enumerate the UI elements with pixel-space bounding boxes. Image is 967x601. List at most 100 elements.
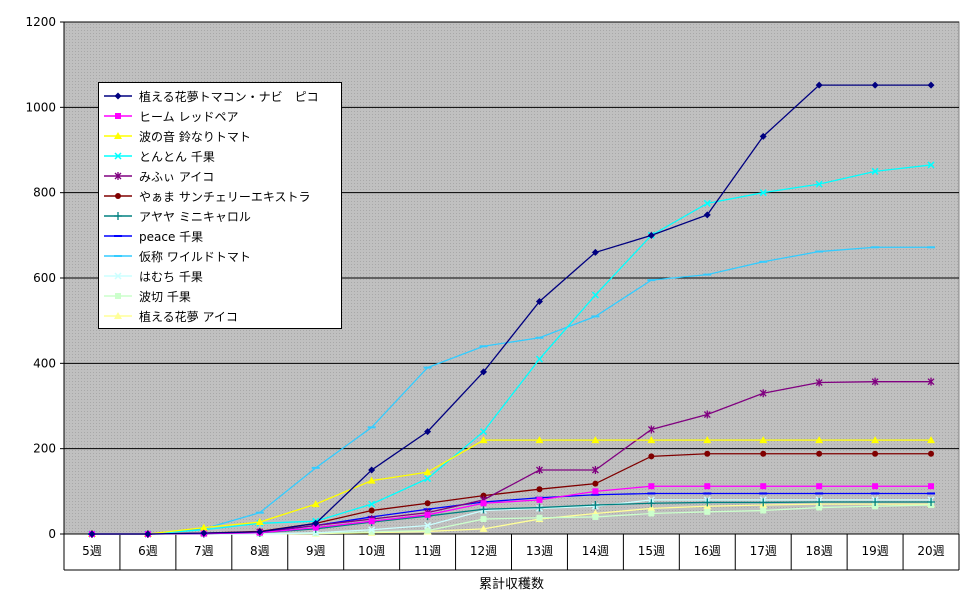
x-tick-label: 15週: [638, 544, 665, 558]
data-point: [704, 508, 711, 515]
data-point: [872, 503, 879, 510]
x-tick-label: 9週: [306, 544, 326, 558]
x-tick-label: 16週: [694, 544, 721, 558]
legend-label: ヒーム レッドペア: [139, 109, 239, 124]
legend-item: ヒーム レッドペア: [99, 106, 341, 126]
legend-label: はむち 千果: [139, 269, 203, 284]
y-tick-label: 1200: [25, 15, 56, 29]
data-point: [704, 483, 711, 490]
data-point: [479, 505, 488, 514]
data-point: [592, 513, 599, 520]
data-point: [591, 466, 599, 474]
x-tick-label: 12週: [470, 544, 497, 558]
data-point: [760, 507, 767, 514]
legend-item: アヤヤ ミニキャロル: [99, 206, 341, 226]
legend-item: やぁま サンチェリーエキストラ: [99, 186, 341, 206]
data-point: [480, 516, 487, 523]
data-point: [759, 132, 767, 140]
data-point: [872, 483, 879, 490]
y-tick-label: 0: [48, 527, 56, 541]
data-point: [871, 498, 880, 506]
data-point: [536, 486, 543, 493]
legend-item: 波の音 鈴なりトマト: [99, 126, 341, 146]
x-tick-label: 13週: [526, 544, 553, 558]
data-point: [535, 503, 544, 512]
data-point: [480, 428, 488, 436]
data-point: [815, 378, 823, 387]
data-point: [759, 189, 767, 197]
x-tick-label: 17週: [750, 544, 777, 558]
data-point: [536, 496, 543, 503]
data-point: [647, 499, 656, 508]
data-point: [703, 199, 711, 207]
legend-swatch: [104, 172, 132, 180]
data-point: [591, 500, 600, 509]
legend-item: 植える花夢 アイコ: [99, 306, 341, 326]
data-point: [424, 500, 431, 507]
data-point: [871, 436, 880, 444]
legend-swatch: [104, 293, 132, 299]
data-point: [88, 530, 96, 538]
data-point: [760, 483, 767, 490]
data-point: [871, 167, 879, 175]
data-point: [424, 475, 432, 483]
data-point: [928, 450, 935, 457]
data-point: [647, 436, 656, 444]
legend-item: はむち 千果: [99, 266, 341, 286]
data-point: [648, 453, 655, 460]
data-point: [368, 526, 376, 534]
data-point: [592, 480, 599, 487]
data-point: [424, 527, 431, 534]
data-point: [311, 500, 320, 508]
data-point: [368, 528, 375, 535]
data-point: [535, 436, 544, 444]
data-point: [871, 377, 879, 386]
legend-item: 仮称 ワイルドトマト: [99, 246, 341, 266]
legend-label: とんとん 千果: [139, 149, 215, 164]
legend-swatch: [104, 312, 132, 319]
data-point: [479, 524, 488, 532]
data-point: [760, 450, 767, 457]
data-point: [424, 511, 431, 518]
data-point: [423, 468, 432, 476]
legend-swatch: [104, 92, 132, 100]
x-tick-label: 14週: [582, 544, 609, 558]
data-point: [703, 211, 711, 219]
data-point: [255, 518, 264, 526]
legend-label: peace 千果: [139, 229, 204, 244]
data-point: [648, 510, 655, 517]
data-point: [648, 483, 655, 490]
data-point: [927, 161, 935, 169]
legend-label: 波の音 鈴なりトマト: [139, 129, 251, 144]
data-point: [536, 514, 543, 521]
legend-item: peace 千果: [99, 226, 341, 246]
data-point: [312, 519, 320, 527]
legend-swatch: [104, 212, 132, 220]
data-point: [927, 436, 936, 444]
data-point: [424, 521, 432, 529]
data-point: [368, 466, 376, 474]
data-point: [479, 436, 488, 444]
data-point: [312, 524, 319, 531]
legend-label: みふぃ アイコ: [139, 169, 215, 184]
data-point: [535, 355, 543, 363]
data-point: [368, 500, 376, 508]
data-point: [816, 450, 823, 457]
data-point: [759, 389, 767, 398]
data-point: [647, 425, 655, 434]
series-lines: [87, 81, 936, 538]
series-line: [91, 84, 932, 535]
data-point: [368, 507, 375, 514]
data-point: [480, 500, 487, 507]
data-point: [759, 436, 768, 444]
data-point: [367, 476, 376, 484]
series-line: [91, 439, 932, 535]
x-axis: 5週 6週 7週 8週 9週 10週 11週 12週 13週 14週 15週 16週 17週 18週 19週…: [63, 22, 960, 571]
legend-swatch: [104, 132, 132, 139]
data-point: [591, 248, 599, 256]
data-point: [759, 498, 768, 507]
legend: 植える花夢トマコン・ナビ ピコ ヒーム レッドペア 波の音 鈴なりトマト とんとん 千…: [98, 82, 342, 329]
legend-label: 仮称 ワイルドトマト: [139, 249, 251, 264]
x-tick-label: 19週: [861, 544, 888, 558]
data-point: [591, 436, 600, 444]
